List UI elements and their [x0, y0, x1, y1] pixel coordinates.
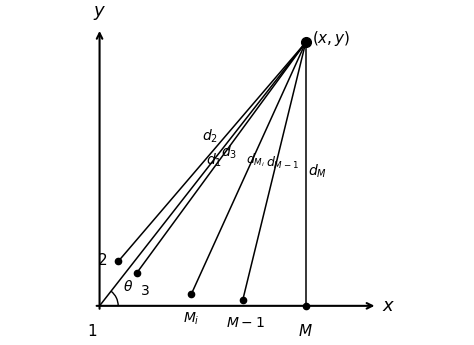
Text: $2$: $2$: [97, 252, 107, 268]
Text: $d_2$: $d_2$: [202, 128, 219, 145]
Text: $y$: $y$: [93, 4, 106, 22]
Text: $(x, y)$: $(x, y)$: [312, 29, 350, 48]
Text: $3$: $3$: [140, 284, 149, 298]
Text: $d_1$: $d_1$: [206, 151, 222, 169]
Text: $d_{M_i}$: $d_{M_i}$: [246, 151, 265, 169]
Text: $M$: $M$: [298, 323, 313, 339]
Text: $d_{M-1}$: $d_{M-1}$: [266, 155, 299, 171]
Text: $M_i$: $M_i$: [183, 310, 200, 326]
Text: $\theta$: $\theta$: [123, 279, 133, 294]
Text: $d_M$: $d_M$: [308, 162, 327, 180]
Text: $d_3$: $d_3$: [221, 144, 237, 161]
Text: $M-1$: $M-1$: [226, 316, 265, 330]
Text: $x$: $x$: [382, 297, 395, 315]
Text: $1$: $1$: [87, 323, 98, 339]
